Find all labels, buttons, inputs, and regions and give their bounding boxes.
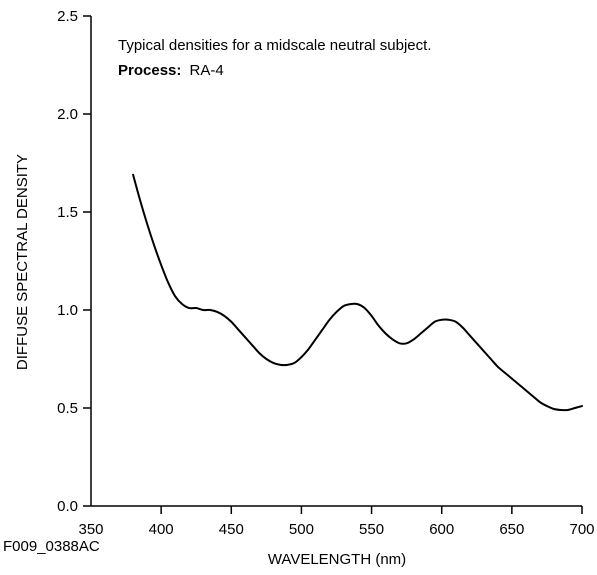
series-group	[133, 175, 582, 410]
y-tick-label: 1.0	[57, 302, 78, 319]
x-tick-label: 600	[429, 521, 454, 538]
y-axis-title: DIFFUSE SPECTRAL DENSITY	[14, 154, 31, 370]
annotation-line1: Typical densities for a midscale neutral…	[118, 37, 431, 54]
x-tick-label: 350	[78, 521, 103, 538]
plot-frame	[91, 16, 582, 506]
annotation-process-value: RA-4	[190, 62, 224, 79]
x-tick-label: 700	[569, 521, 594, 538]
x-tick-label: 450	[219, 521, 244, 538]
x-tick-label: 550	[359, 521, 384, 538]
x-axis-title: WAVELENGTH (nm)	[268, 551, 406, 568]
annotation-process: Process: RA-4	[118, 62, 224, 79]
y-tick-label: 0.5	[57, 400, 78, 417]
x-tick-label: 650	[499, 521, 524, 538]
x-axis-ticks: 350 400 450 500 550 600 650 700	[78, 506, 594, 538]
y-axis-ticks: 0.0 0.5 1.0 1.5 2.0 2.5	[57, 8, 91, 515]
x-tick-label: 400	[149, 521, 174, 538]
footnote: F009_0388AC	[3, 538, 100, 555]
annotation-process-label: Process:	[118, 62, 181, 79]
x-tick-label: 500	[289, 521, 314, 538]
y-tick-label: 1.5	[57, 204, 78, 221]
density-curve	[133, 175, 582, 410]
y-tick-label: 2.0	[57, 106, 78, 123]
y-tick-label: 0.0	[57, 498, 78, 515]
y-tick-label: 2.5	[57, 8, 78, 25]
